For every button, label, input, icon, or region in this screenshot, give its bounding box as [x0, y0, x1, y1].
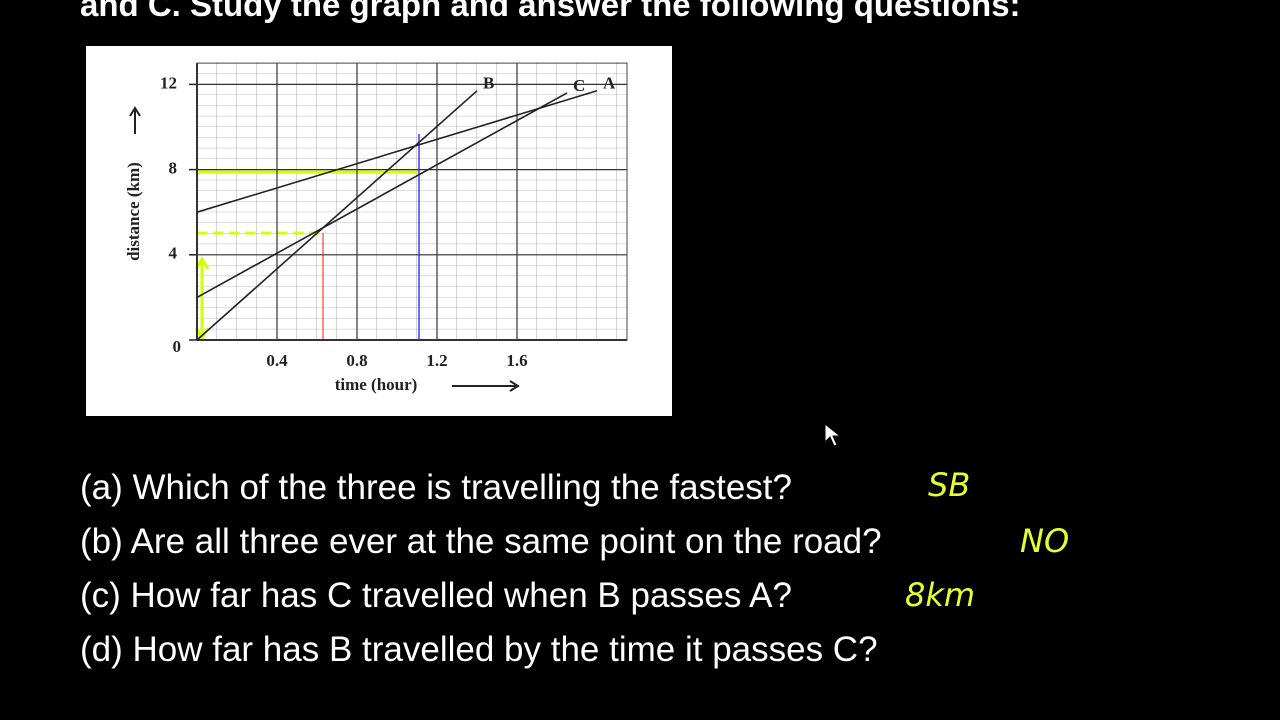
handwritten-answer: SB — [928, 466, 971, 504]
x-axis-label: time (hour) — [335, 375, 418, 394]
y-tick-label: 4 — [169, 244, 178, 263]
question: (b) Are all three ever at the same point… — [80, 522, 882, 561]
series-label: C — [573, 76, 585, 95]
handwritten-answer: 8km — [905, 576, 976, 614]
y-tick-label: 0 — [173, 337, 182, 356]
mouse-cursor — [824, 423, 842, 447]
y-axis-label: distance (km) — [124, 162, 143, 261]
series-label: A — [603, 74, 616, 93]
chart-image: distance (km) time (hour) 0 4 8 12 0.4 0.8 1.2… — [86, 46, 672, 416]
x-arrow — [452, 380, 520, 392]
x-tick-label: 1.2 — [426, 351, 447, 370]
question: (a) Which of the three is travelling the… — [80, 468, 792, 507]
x-tick-label: 1.6 — [506, 351, 527, 370]
handwritten-answer: NO — [1020, 522, 1070, 560]
header-title: and C. Study the graph and answer the fo… — [80, 0, 1021, 23]
minor-grid — [197, 63, 627, 340]
y-tick-label: 12 — [160, 73, 177, 92]
series-label: B — [483, 74, 494, 93]
question: (c) How far has C travelled when B passe… — [80, 576, 792, 615]
series-line — [196, 90, 478, 341]
question: (d) How far has B travelled by the time … — [80, 630, 878, 669]
series-line — [196, 92, 568, 299]
chart: distance (km) time (hour) 0 4 8 12 0.4 0.8 1.2… — [124, 62, 628, 394]
x-tick-label: 0.4 — [266, 351, 288, 370]
y-tick-label: 8 — [169, 159, 178, 178]
y-arrow — [129, 106, 141, 134]
series-line — [196, 90, 598, 213]
plot-frame — [196, 62, 628, 341]
x-tick-label: 0.8 — [346, 351, 367, 370]
